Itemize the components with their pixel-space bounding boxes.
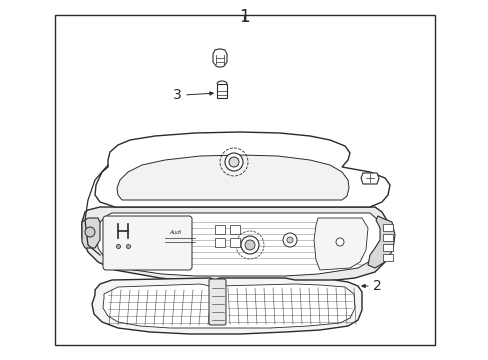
Polygon shape — [213, 49, 226, 67]
Polygon shape — [82, 207, 391, 284]
Bar — [215, 225, 224, 234]
Circle shape — [335, 238, 343, 246]
Text: Audi: Audi — [168, 230, 181, 234]
Polygon shape — [313, 218, 367, 270]
Text: 1: 1 — [238, 8, 249, 26]
FancyBboxPatch shape — [103, 216, 192, 270]
Text: 3: 3 — [173, 88, 182, 102]
Polygon shape — [95, 132, 389, 207]
Bar — [382, 254, 392, 261]
Bar — [229, 225, 240, 234]
Bar — [382, 224, 392, 231]
Circle shape — [283, 233, 296, 247]
Bar — [382, 244, 392, 251]
Circle shape — [241, 236, 259, 254]
Polygon shape — [103, 284, 354, 328]
Circle shape — [224, 153, 243, 171]
Polygon shape — [92, 278, 361, 334]
Bar — [215, 238, 224, 247]
FancyBboxPatch shape — [208, 279, 225, 325]
Circle shape — [244, 240, 254, 250]
Bar — [217, 84, 226, 98]
Polygon shape — [97, 213, 381, 276]
Polygon shape — [82, 218, 100, 248]
Text: 2: 2 — [372, 279, 381, 293]
Bar — [55, 15, 434, 345]
Polygon shape — [360, 173, 378, 184]
Circle shape — [228, 157, 239, 167]
Polygon shape — [367, 216, 394, 268]
Bar — [382, 234, 392, 241]
Circle shape — [286, 237, 292, 243]
Circle shape — [85, 227, 95, 237]
Bar — [229, 238, 240, 247]
Polygon shape — [117, 155, 348, 200]
